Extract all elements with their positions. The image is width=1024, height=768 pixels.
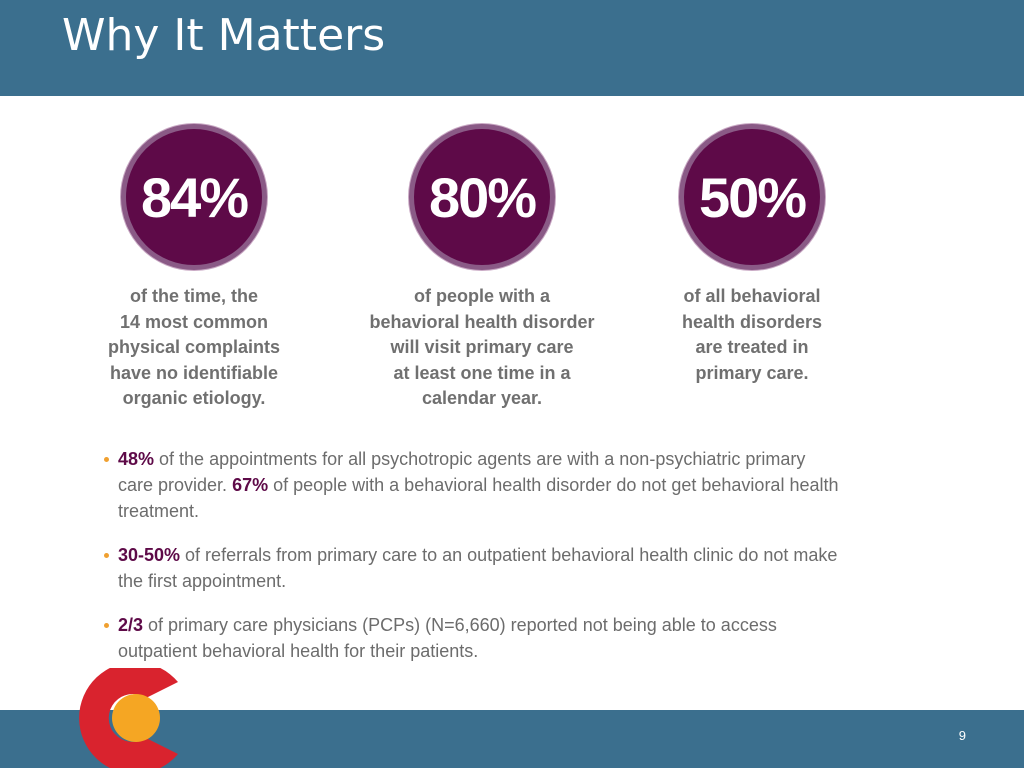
bullet-highlight: 2/3 bbox=[118, 615, 144, 635]
bullet-highlight: 30-50% bbox=[118, 545, 181, 565]
stat-description: of all behavioral health disorders are t… bbox=[681, 286, 823, 383]
bullet-highlight: 67% bbox=[232, 475, 269, 495]
stat-value: 50% bbox=[698, 165, 807, 229]
bullet-dot-icon bbox=[104, 623, 109, 628]
stat-50: 50% of all behavioral health disorders a… bbox=[612, 124, 892, 386]
bullet-highlight: 48% bbox=[118, 449, 155, 469]
bullet-text: of people with a behavioral health disor… bbox=[118, 475, 839, 521]
stat-circle: 80% bbox=[409, 124, 555, 270]
stat-value: 84% bbox=[140, 165, 249, 229]
stat-description: of people with a behavioral health disor… bbox=[369, 286, 595, 408]
stat-circle: 84% bbox=[121, 124, 267, 270]
stat-description: of the time, the 14 most common physical… bbox=[107, 286, 281, 408]
bullet-list: 48% of the appointments for all psychotr… bbox=[104, 446, 844, 682]
stat-circle: 50% bbox=[679, 124, 825, 270]
bullet-text: of the appointments for all psychotropic… bbox=[118, 449, 806, 495]
header-bar: Why It Matters bbox=[0, 0, 1024, 96]
bullet-item: 48% of the appointments for all psychotr… bbox=[104, 446, 844, 524]
bullet-text: of referrals from primary care to an out… bbox=[118, 545, 838, 591]
stat-80: 80% of people with a behavioral health d… bbox=[342, 124, 622, 412]
slide-title: Why It Matters bbox=[62, 10, 386, 61]
bullet-text: of primary care physicians (PCPs) (N=6,6… bbox=[118, 615, 777, 661]
stat-84: 84% of the time, the 14 most common phys… bbox=[54, 124, 334, 412]
stat-value: 80% bbox=[428, 165, 537, 229]
bullet-item: 30-50% of referrals from primary care to… bbox=[104, 542, 844, 594]
bullet-dot-icon bbox=[104, 553, 109, 558]
colorado-c-logo-icon bbox=[79, 668, 178, 768]
page-number: 9 bbox=[958, 728, 966, 743]
bullet-item: 2/3 of primary care physicians (PCPs) (N… bbox=[104, 612, 844, 664]
bullet-dot-icon bbox=[104, 457, 109, 462]
